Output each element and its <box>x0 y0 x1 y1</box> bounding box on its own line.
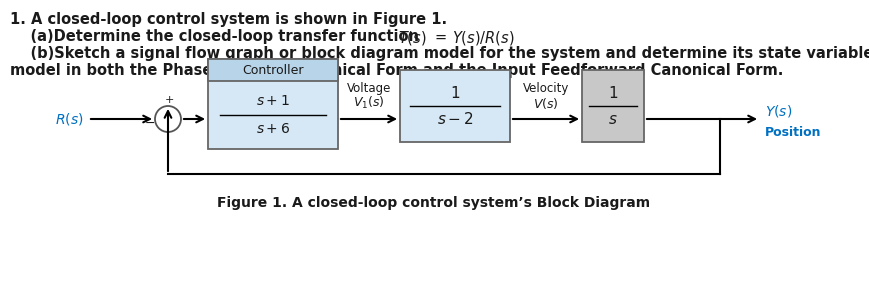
Text: model in both the Phase Variable Canonical Form and the Input Feedforward Canoni: model in both the Phase Variable Canonic… <box>10 63 783 78</box>
Text: $R(s)$: $R(s)$ <box>55 111 83 127</box>
Text: $1$: $1$ <box>608 85 618 101</box>
Text: $V(s)$: $V(s)$ <box>533 96 559 111</box>
Text: Voltage: Voltage <box>347 82 391 95</box>
Text: $T(s)$: $T(s)$ <box>398 29 427 47</box>
Text: $s$: $s$ <box>608 112 618 126</box>
Bar <box>400 70 510 142</box>
Text: +: + <box>164 95 174 105</box>
Text: $1$: $1$ <box>450 85 460 101</box>
Text: (b)Sketch a signal flow graph or block diagram model for the system and determin: (b)Sketch a signal flow graph or block d… <box>10 46 869 61</box>
Text: Figure 1. A closed-loop control system’s Block Diagram: Figure 1. A closed-loop control system’s… <box>217 196 651 210</box>
Text: Position: Position <box>765 126 821 139</box>
Text: Controller: Controller <box>242 64 304 77</box>
Circle shape <box>155 106 181 132</box>
Text: −: − <box>145 116 156 130</box>
Bar <box>582 70 644 142</box>
Text: $V_1(s)$: $V_1(s)$ <box>353 95 385 111</box>
Text: $s + 1$: $s + 1$ <box>256 94 290 108</box>
Text: $s - 2$: $s - 2$ <box>436 111 474 127</box>
Bar <box>208 59 338 81</box>
Text: $Y(s) / R(s)$: $Y(s) / R(s)$ <box>452 29 514 47</box>
Text: (a)Determine the closed-loop transfer function: (a)Determine the closed-loop transfer fu… <box>10 29 424 44</box>
Text: 1. A closed-loop control system is shown in Figure 1.: 1. A closed-loop control system is shown… <box>10 12 448 27</box>
Text: $Y(s)$: $Y(s)$ <box>765 103 793 119</box>
Bar <box>208 59 338 149</box>
Text: $=$: $=$ <box>432 29 448 44</box>
Text: Velocity: Velocity <box>523 82 569 95</box>
Text: $s + 6$: $s + 6$ <box>255 122 290 136</box>
